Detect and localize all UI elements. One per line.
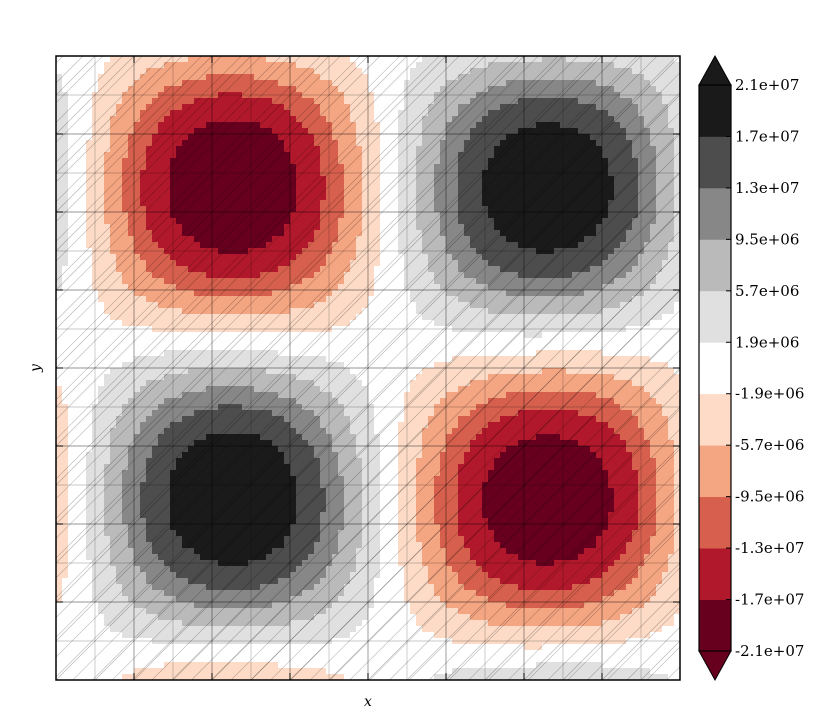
plot-area xyxy=(55,55,681,681)
